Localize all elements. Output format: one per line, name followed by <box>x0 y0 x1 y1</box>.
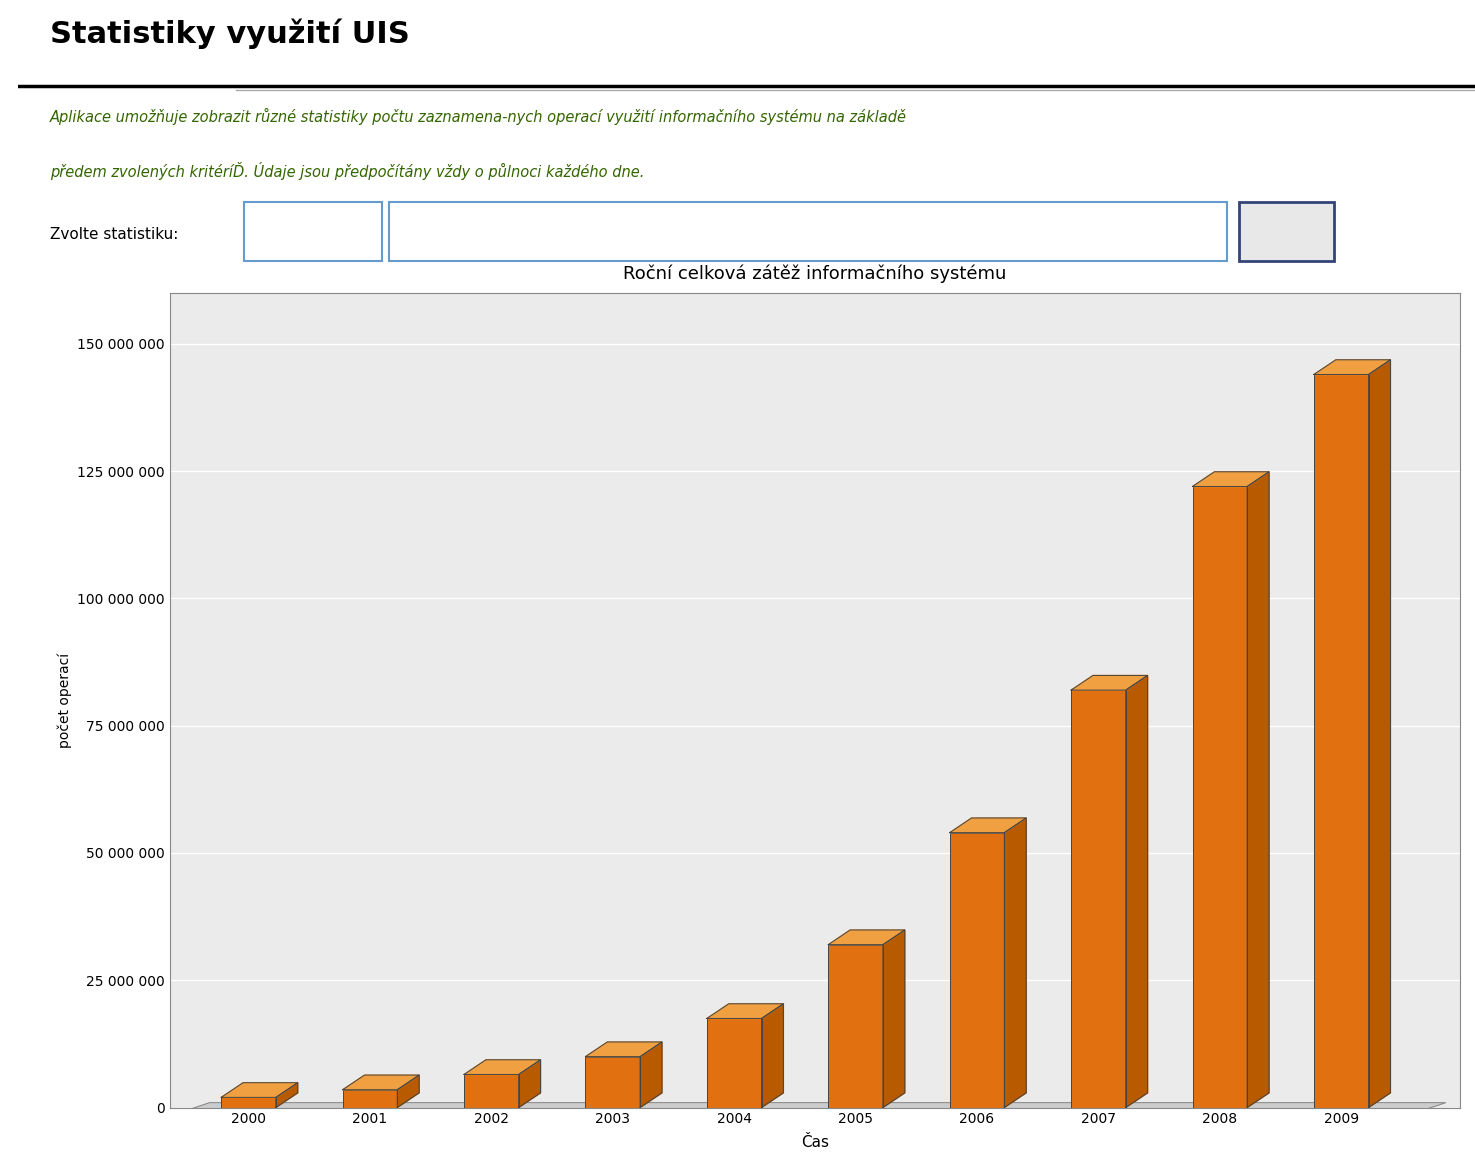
Polygon shape <box>640 1042 662 1108</box>
FancyBboxPatch shape <box>243 202 382 261</box>
Polygon shape <box>1369 360 1391 1108</box>
Text: ▼: ▼ <box>363 230 370 239</box>
Bar <box>221 1097 276 1108</box>
Polygon shape <box>950 818 1027 832</box>
Title: Roční celková zátěž informačního systému: Roční celková zátěž informačního systému <box>624 265 1006 284</box>
FancyBboxPatch shape <box>389 202 1227 261</box>
Polygon shape <box>1192 472 1268 486</box>
Polygon shape <box>342 1075 419 1090</box>
Polygon shape <box>1004 818 1027 1108</box>
Polygon shape <box>1314 360 1391 375</box>
Polygon shape <box>586 1042 662 1057</box>
Text: Statistiky využití UIS: Statistiky využití UIS <box>50 19 410 49</box>
Polygon shape <box>187 1103 1446 1110</box>
Bar <box>586 1057 640 1108</box>
Bar <box>1071 690 1125 1108</box>
Polygon shape <box>1125 675 1148 1108</box>
Bar <box>1192 486 1248 1108</box>
Y-axis label: počet operací: počet operací <box>58 653 72 748</box>
Polygon shape <box>276 1083 298 1108</box>
Polygon shape <box>519 1059 540 1108</box>
Polygon shape <box>221 1083 298 1097</box>
X-axis label: Čas: Čas <box>801 1134 829 1150</box>
Polygon shape <box>1071 675 1148 690</box>
Polygon shape <box>1248 472 1268 1108</box>
Polygon shape <box>465 1059 540 1075</box>
Text: ▼: ▼ <box>1215 230 1223 239</box>
Bar <box>465 1075 519 1108</box>
Text: Aplikace umožňuje zobrazit různé statistiky počtu zaznamena­nych operací využití: Aplikace umožňuje zobrazit různé statist… <box>50 108 907 125</box>
Polygon shape <box>884 929 904 1108</box>
Text: Roční celková zátěž informačního systému: Roční celková zátěž informačního systému <box>395 229 678 241</box>
Bar <box>707 1018 761 1108</box>
Text: předem zvolených kritéríĎ. Údaje jsou předpočítány vždy o půlnoci každého dne.: předem zvolených kritéríĎ. Údaje jsou př… <box>50 162 645 179</box>
FancyBboxPatch shape <box>1239 202 1333 261</box>
Text: Zobrazit: Zobrazit <box>1255 227 1319 241</box>
Text: Zvolte statistiku:: Zvolte statistiku: <box>50 227 178 241</box>
Text: Počty operací: Počty operací <box>249 229 339 241</box>
Bar <box>1314 375 1369 1108</box>
Polygon shape <box>761 1003 783 1108</box>
Polygon shape <box>707 1003 783 1018</box>
Polygon shape <box>829 929 904 945</box>
Bar <box>342 1090 397 1108</box>
Bar <box>829 945 884 1108</box>
Polygon shape <box>397 1075 419 1108</box>
Bar <box>950 832 1004 1108</box>
